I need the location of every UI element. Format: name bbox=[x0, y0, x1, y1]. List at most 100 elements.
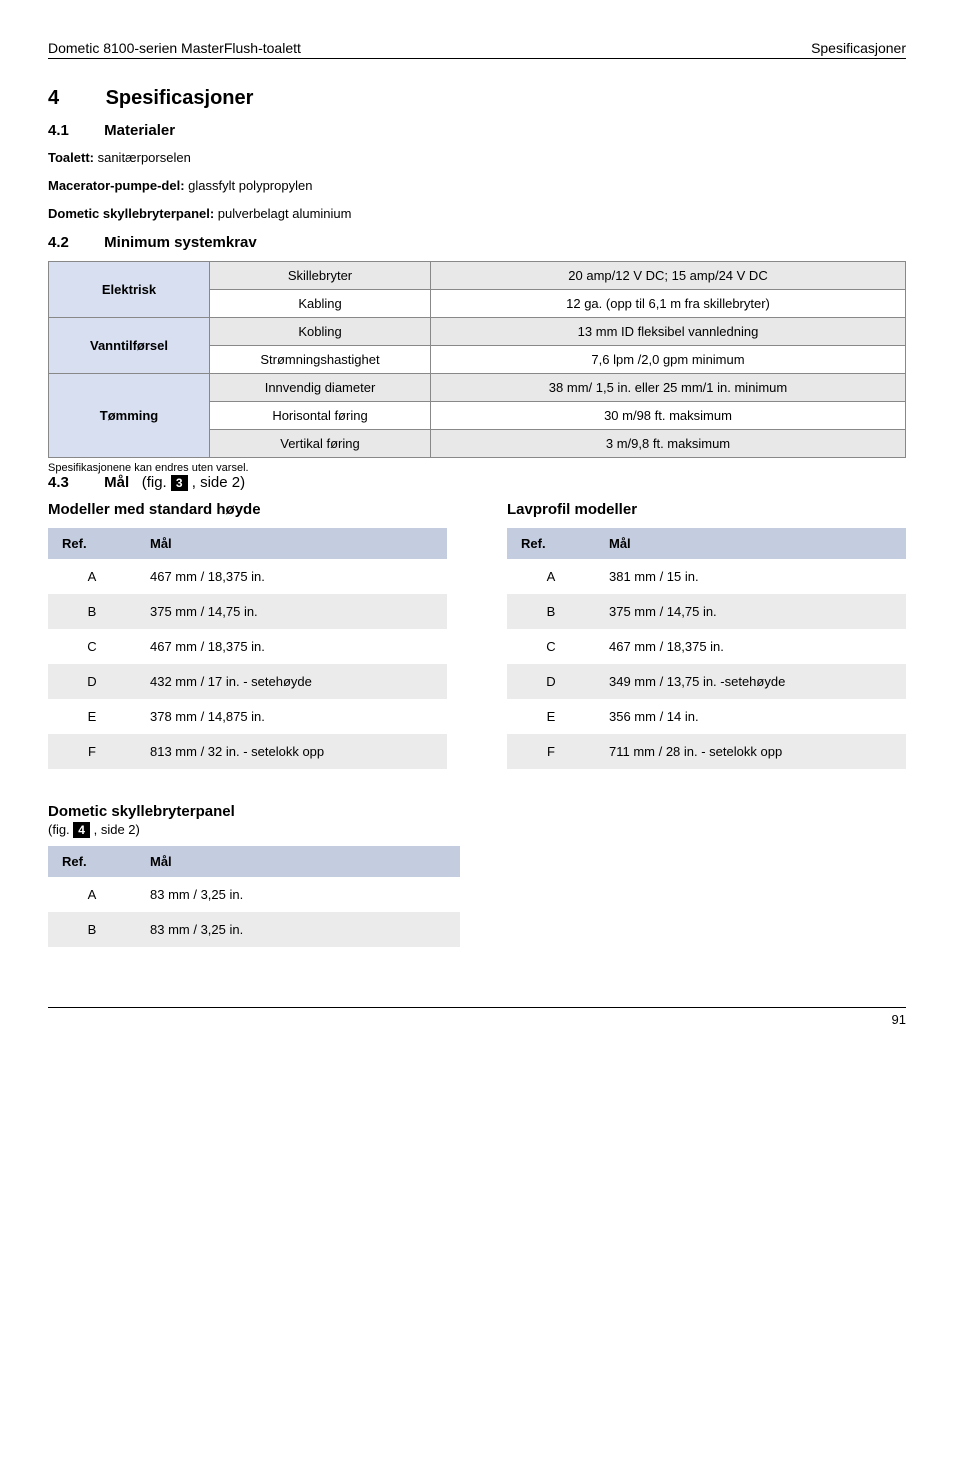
section-4-title: 4 Spesificasjoner bbox=[48, 87, 906, 110]
table-row: Elektrisk Skillebryter 20 amp/12 V DC; 1… bbox=[49, 261, 906, 289]
cell: 467 mm / 18,375 in. bbox=[595, 629, 906, 664]
table-header: Ref. Mål bbox=[48, 846, 460, 877]
materialer-p3-text: pulverbelagt aluminium bbox=[214, 206, 351, 221]
cell: 375 mm / 14,75 in. bbox=[136, 594, 447, 629]
cell: 38 mm/ 1,5 in. eller 25 mm/1 in. minimum bbox=[431, 373, 906, 401]
cell: 375 mm / 14,75 in. bbox=[595, 594, 906, 629]
panel-title: Dometic skyllebryterpanel bbox=[48, 803, 906, 820]
figref-pre: (fig. bbox=[142, 474, 171, 491]
section-4-1-title: 4.1 Materialer bbox=[48, 122, 906, 139]
panel-section: Dometic skyllebryterpanel (fig. 4 , side… bbox=[48, 803, 906, 948]
cell: 467 mm / 18,375 in. bbox=[136, 559, 447, 594]
page-footer: 91 bbox=[48, 1007, 906, 1027]
table-row: C467 mm / 18,375 in. bbox=[507, 629, 906, 664]
materialer-p2: Macerator-pumpe-del: glassfylt polypropy… bbox=[48, 177, 906, 195]
cell: F bbox=[48, 734, 136, 769]
figref-post: , side 2) bbox=[90, 822, 140, 837]
hdr-ref: Ref. bbox=[48, 846, 136, 877]
table-row: B375 mm / 14,75 in. bbox=[48, 594, 447, 629]
table-row: A381 mm / 15 in. bbox=[507, 559, 906, 594]
figref-post: , side 2) bbox=[188, 474, 246, 491]
section-4-2-num: 4.2 bbox=[48, 234, 100, 251]
standard-hoyde-title: Modeller med standard høyde bbox=[48, 501, 447, 518]
section-4-2-title: 4.2 Minimum systemkrav bbox=[48, 234, 906, 251]
cell: Skillebryter bbox=[210, 261, 431, 289]
standard-hoyde-col: Modeller med standard høyde Ref. Mål A46… bbox=[48, 501, 447, 769]
table-header: Ref. Mål bbox=[48, 528, 447, 559]
section-4-1-num: 4.1 bbox=[48, 122, 100, 139]
cell: C bbox=[48, 629, 136, 664]
header-right: Spesificasjoner bbox=[811, 40, 906, 56]
cell: B bbox=[507, 594, 595, 629]
hdr-ref: Ref. bbox=[48, 528, 136, 559]
systemkrav-table: Elektrisk Skillebryter 20 amp/12 V DC; 1… bbox=[48, 261, 906, 458]
cell: D bbox=[507, 664, 595, 699]
table-row: B83 mm / 3,25 in. bbox=[48, 912, 460, 947]
materialer-p1: Toalett: sanitærporselen bbox=[48, 149, 906, 167]
lavprofil-table: Ref. Mål A381 mm / 15 in. B375 mm / 14,7… bbox=[507, 528, 906, 769]
cell: Strømningshastighet bbox=[210, 345, 431, 373]
cell: 711 mm / 28 in. - setelokk opp bbox=[595, 734, 906, 769]
cell: Kabling bbox=[210, 289, 431, 317]
cell: A bbox=[48, 877, 136, 912]
section-4-num: 4 bbox=[48, 87, 100, 110]
table-header: Ref. Mål bbox=[507, 528, 906, 559]
cell-tom: Tømming bbox=[49, 373, 210, 457]
lavprofil-title: Lavprofil modeller bbox=[507, 501, 906, 518]
page-number: 91 bbox=[892, 1012, 906, 1027]
table-row: D349 mm / 13,75 in. -setehøyde bbox=[507, 664, 906, 699]
materialer-p1-label: Toalett: bbox=[48, 150, 94, 165]
section-4-3-title: 4.3 Mål (fig. 3 , side 2) bbox=[48, 474, 906, 491]
hdr-mal: Mål bbox=[595, 528, 906, 559]
figref-3-box: 3 bbox=[171, 475, 188, 491]
cell: B bbox=[48, 912, 136, 947]
cell: 3 m/9,8 ft. maksimum bbox=[431, 429, 906, 457]
lavprofil-col: Lavprofil modeller Ref. Mål A381 mm / 15… bbox=[507, 501, 906, 769]
materialer-p1-text: sanitærporselen bbox=[94, 150, 191, 165]
table-row: D432 mm / 17 in. - setehøyde bbox=[48, 664, 447, 699]
table-row: E356 mm / 14 in. bbox=[507, 699, 906, 734]
cell: 381 mm / 15 in. bbox=[595, 559, 906, 594]
header-left: Dometic 8100-serien MasterFlush-toalett bbox=[48, 40, 301, 56]
cell: B bbox=[48, 594, 136, 629]
section-4-3-text: Mål bbox=[104, 474, 129, 491]
cell: 813 mm / 32 in. - setelokk opp bbox=[136, 734, 447, 769]
table-row: F711 mm / 28 in. - setelokk opp bbox=[507, 734, 906, 769]
cell: C bbox=[507, 629, 595, 664]
section-4-3-num: 4.3 bbox=[48, 474, 100, 491]
cell: A bbox=[48, 559, 136, 594]
table-row: A83 mm / 3,25 in. bbox=[48, 877, 460, 912]
materialer-p3-label: Dometic skyllebryterpanel: bbox=[48, 206, 214, 221]
cell: 30 m/98 ft. maksimum bbox=[431, 401, 906, 429]
cell: 356 mm / 14 in. bbox=[595, 699, 906, 734]
cell: Innvendig diameter bbox=[210, 373, 431, 401]
cell: 467 mm / 18,375 in. bbox=[136, 629, 447, 664]
cell: D bbox=[48, 664, 136, 699]
hdr-mal: Mål bbox=[136, 846, 460, 877]
cell: 12 ga. (opp til 6,1 m fra skillebryter) bbox=[431, 289, 906, 317]
cell: Kobling bbox=[210, 317, 431, 345]
materialer-p2-label: Macerator-pumpe-del: bbox=[48, 178, 185, 193]
page-header: Dometic 8100-serien MasterFlush-toalett … bbox=[48, 40, 906, 59]
cell: 378 mm / 14,875 in. bbox=[136, 699, 447, 734]
hdr-mal: Mål bbox=[136, 528, 447, 559]
table-row: A467 mm / 18,375 in. bbox=[48, 559, 447, 594]
cell: Vertikal føring bbox=[210, 429, 431, 457]
cell: E bbox=[48, 699, 136, 734]
cell: F bbox=[507, 734, 595, 769]
materialer-p2-text: glassfylt polypropylen bbox=[185, 178, 313, 193]
systemkrav-footnote: Spesifikasjonene kan endres uten varsel. bbox=[48, 462, 906, 474]
panel-figref: (fig. 4 , side 2) bbox=[48, 822, 906, 839]
table-row: C467 mm / 18,375 in. bbox=[48, 629, 447, 664]
section-4-1-text: Materialer bbox=[104, 122, 175, 139]
cell: A bbox=[507, 559, 595, 594]
cell: 7,6 lpm /2,0 gpm minimum bbox=[431, 345, 906, 373]
cell-elektrisk: Elektrisk bbox=[49, 261, 210, 317]
materialer-p3: Dometic skyllebryterpanel: pulverbelagt … bbox=[48, 205, 906, 223]
figref-pre: (fig. bbox=[48, 822, 73, 837]
table-row: E378 mm / 14,875 in. bbox=[48, 699, 447, 734]
cell: 349 mm / 13,75 in. -setehøyde bbox=[595, 664, 906, 699]
cell: 432 mm / 17 in. - setehøyde bbox=[136, 664, 447, 699]
table-row: F813 mm / 32 in. - setelokk opp bbox=[48, 734, 447, 769]
cell: E bbox=[507, 699, 595, 734]
